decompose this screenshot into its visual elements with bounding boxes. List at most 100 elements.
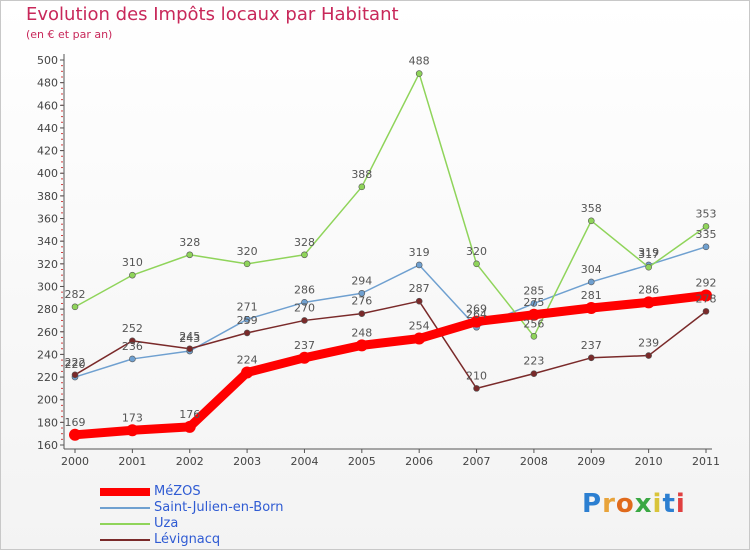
- data-label: 270: [294, 301, 315, 314]
- data-label: 275: [523, 296, 544, 309]
- x-tick-label: 2011: [692, 455, 720, 468]
- data-label: 320: [466, 245, 487, 258]
- data-point: [243, 329, 251, 337]
- data-label: 335: [696, 228, 717, 241]
- data-point: [129, 355, 136, 363]
- x-tick-label: 2006: [405, 455, 433, 468]
- data-label: 271: [237, 300, 258, 313]
- data-label: 264: [466, 308, 487, 321]
- data-point: [702, 308, 710, 315]
- data-label: 259: [237, 314, 258, 327]
- y-tick-label: 380: [37, 190, 58, 203]
- x-tick-label: 2002: [176, 455, 204, 468]
- data-point: [243, 260, 251, 268]
- y-tick-label: 420: [37, 145, 58, 158]
- y-tick-label: 460: [37, 99, 58, 112]
- data-label: 285: [523, 284, 544, 297]
- data-label: 210: [466, 369, 487, 382]
- data-label: 353: [696, 207, 717, 220]
- data-point: [530, 332, 538, 340]
- y-tick-label: 200: [37, 394, 58, 407]
- data-point: [298, 351, 311, 364]
- data-point: [415, 70, 423, 77]
- x-tick-label: 2001: [118, 455, 146, 468]
- data-label: 328: [179, 236, 200, 249]
- data-point: [473, 385, 480, 392]
- data-label: 256: [523, 317, 544, 330]
- y-tick-label: 260: [37, 326, 58, 339]
- data-point: [530, 370, 538, 377]
- data-label: 281: [581, 289, 602, 302]
- data-point: [587, 217, 595, 225]
- data-label: 294: [351, 274, 372, 287]
- x-tick-label: 2000: [61, 455, 89, 468]
- data-point: [587, 278, 595, 286]
- data-label: 388: [351, 168, 372, 181]
- data-point: [645, 263, 652, 271]
- y-tick-label: 480: [37, 77, 58, 90]
- data-point: [241, 366, 254, 379]
- x-tick-label: 2005: [348, 455, 376, 468]
- data-point: [415, 261, 423, 269]
- data-point: [642, 296, 655, 309]
- data-label: 169: [65, 416, 86, 429]
- data-point: [186, 251, 194, 259]
- data-point: [129, 337, 136, 345]
- y-tick-label: 500: [37, 54, 58, 67]
- data-point: [71, 303, 79, 311]
- page-subtitle: (en € et par an): [26, 28, 113, 41]
- data-point: [358, 289, 366, 297]
- data-point: [473, 260, 480, 268]
- data-point: [358, 183, 366, 191]
- data-label: 239: [638, 337, 659, 350]
- data-label: 319: [638, 246, 659, 259]
- data-label: 358: [581, 202, 602, 215]
- data-point: [71, 371, 79, 379]
- data-point: [301, 299, 308, 306]
- x-tick-label: 2008: [520, 455, 548, 468]
- series-line-1: [74, 246, 707, 378]
- data-label: 317: [638, 248, 659, 261]
- page-title: Evolution des Impôts locaux par Habitant: [26, 4, 399, 25]
- y-tick-label: 440: [37, 122, 58, 135]
- x-tick-label: 2009: [577, 455, 605, 468]
- y-tick-label: 360: [37, 213, 58, 226]
- data-point: [530, 300, 538, 307]
- data-label: 278: [696, 292, 717, 305]
- legend-swatch: [100, 523, 150, 525]
- data-label: 269: [466, 303, 487, 316]
- data-point: [183, 420, 196, 433]
- data-label: 248: [351, 326, 372, 339]
- y-tick-label: 340: [37, 235, 58, 248]
- legend-label: Lévignacq: [154, 532, 221, 547]
- y-tick-label: 280: [37, 303, 58, 316]
- data-label: 286: [638, 283, 659, 296]
- data-point: [702, 223, 710, 230]
- data-label: 245: [179, 330, 200, 343]
- proxiti-logo: Proxiti: [582, 489, 686, 519]
- data-label: 488: [409, 55, 430, 68]
- x-tick-label: 2007: [463, 455, 491, 468]
- y-tick-label: 300: [37, 280, 58, 293]
- data-label: 220: [65, 358, 86, 371]
- data-point: [415, 297, 423, 305]
- data-point: [585, 301, 598, 314]
- data-label: 237: [581, 339, 602, 352]
- y-tick-label: 400: [37, 167, 58, 180]
- data-point: [186, 345, 194, 353]
- data-point: [702, 243, 710, 251]
- data-label: 304: [581, 263, 602, 276]
- legend-swatch: [100, 539, 150, 541]
- data-point: [126, 424, 139, 437]
- y-tick-label: 220: [37, 371, 58, 384]
- y-tick-label: 240: [37, 348, 58, 361]
- data-point: [700, 289, 712, 302]
- data-label: 286: [294, 283, 315, 296]
- data-point: [413, 332, 426, 345]
- data-point: [69, 428, 81, 441]
- data-label: 237: [294, 339, 315, 352]
- y-tick-label: 160: [37, 439, 58, 452]
- data-label: 173: [122, 411, 143, 424]
- data-label: 252: [122, 322, 143, 335]
